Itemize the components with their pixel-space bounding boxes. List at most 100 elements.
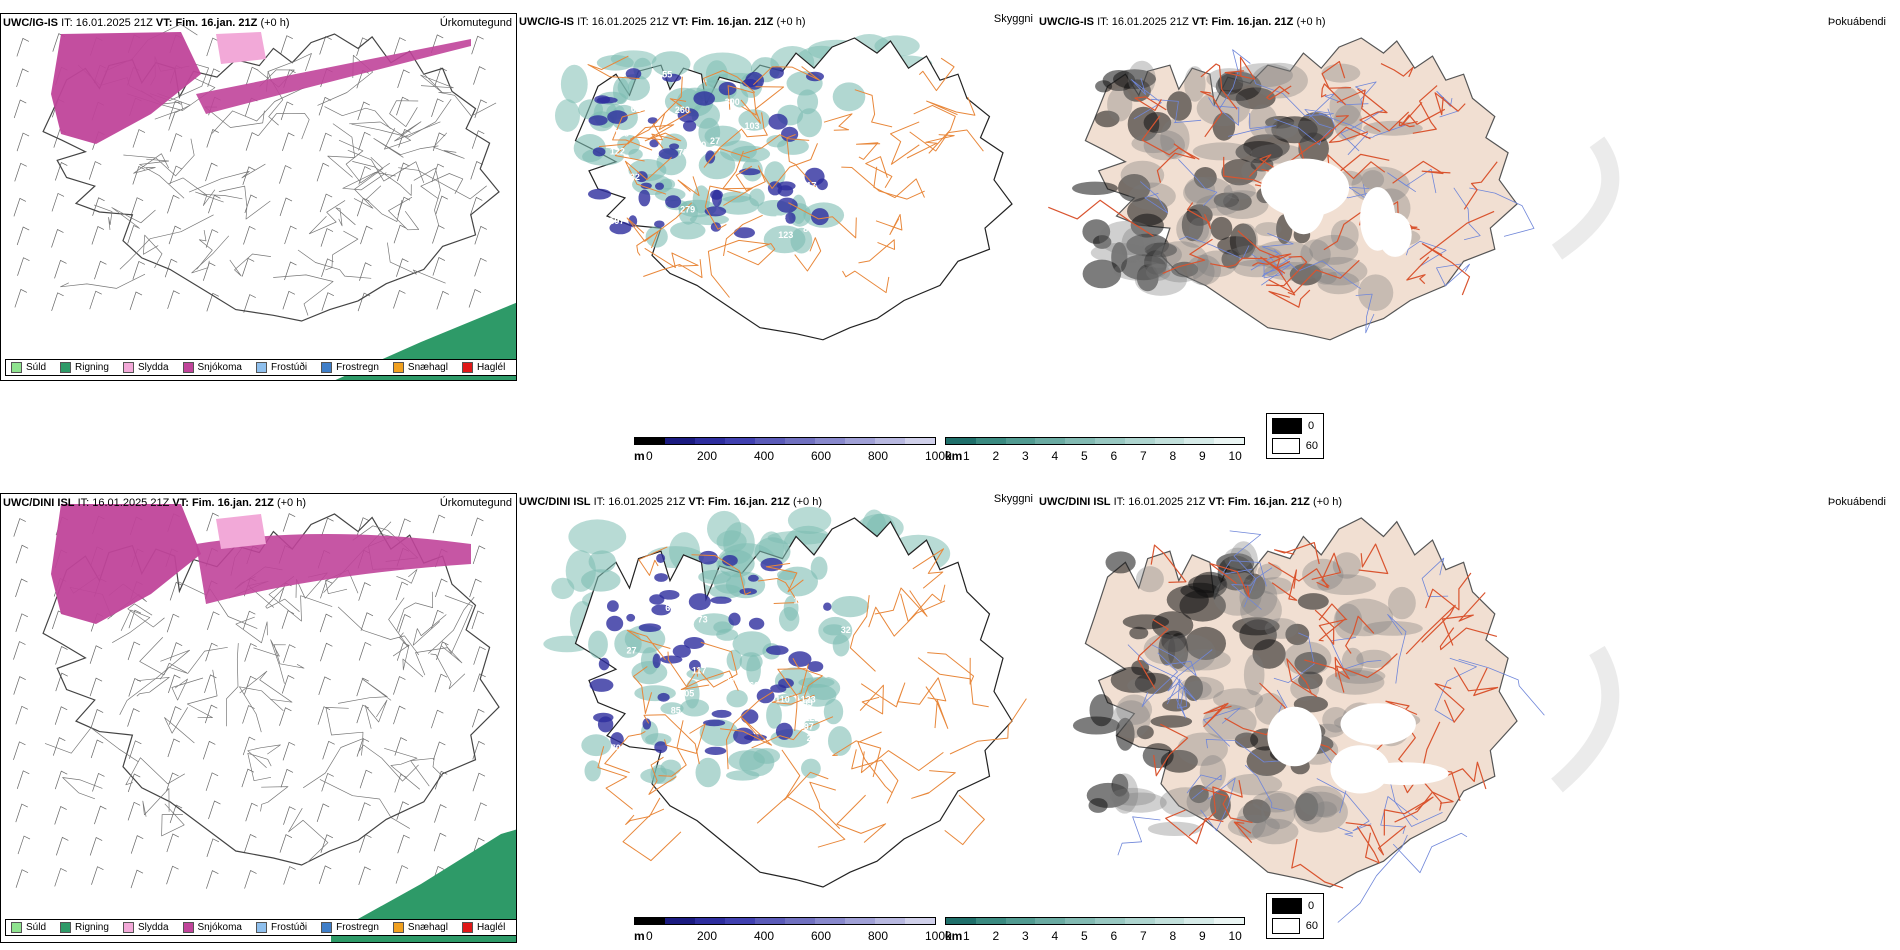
legend-item: Rigning xyxy=(60,362,109,373)
svg-text:85: 85 xyxy=(671,706,681,716)
road-network xyxy=(587,55,984,298)
svg-text:73: 73 xyxy=(776,214,786,224)
scale-swatch xyxy=(695,918,725,924)
svg-text:597: 597 xyxy=(609,216,624,226)
legend-swatch xyxy=(122,922,134,933)
legend-item: Frostregn xyxy=(321,362,379,373)
scale-tick: 3 xyxy=(1022,449,1029,463)
scale-unit: km xyxy=(945,929,963,943)
legend-item: Haglél xyxy=(461,922,505,933)
legend-item: Snæhagl xyxy=(392,922,448,933)
legend-item: Frostúði xyxy=(255,922,307,933)
scale-swatch xyxy=(785,918,815,924)
scale-tick: 800 xyxy=(868,929,889,943)
scale-swatch xyxy=(975,918,1006,924)
scale-tick: 400 xyxy=(754,449,775,463)
scale-tick: 1 xyxy=(963,449,970,463)
panel-header: UWC/DINI ISL IT: 16.01.2025 21Z VT: Fim.… xyxy=(519,496,822,508)
svg-text:27: 27 xyxy=(627,646,637,656)
scale-swatch xyxy=(665,438,695,444)
svg-text:70: 70 xyxy=(611,743,621,753)
fog-legend-value: 0 xyxy=(1308,420,1315,432)
svg-text:279: 279 xyxy=(680,204,695,214)
svg-text:260: 260 xyxy=(744,680,759,690)
iceland-map xyxy=(42,513,500,866)
legend-item: Súld xyxy=(11,922,46,933)
scale-unit: m xyxy=(634,929,645,943)
scale-tick: 1 xyxy=(963,929,970,943)
svg-text:110: 110 xyxy=(775,695,790,705)
vis-scale-m: m 0 200 400 600 800 1000 xyxy=(634,437,952,465)
scale-tick: 3 xyxy=(1022,929,1029,943)
svg-text:117: 117 xyxy=(692,666,707,676)
svg-text:597: 597 xyxy=(799,722,814,732)
svg-text:300: 300 xyxy=(824,670,839,680)
scale-swatch xyxy=(1154,438,1185,444)
scale-swatch xyxy=(1094,438,1125,444)
fog-legend: 0 60 xyxy=(1266,893,1324,939)
scale-swatch xyxy=(1065,918,1095,924)
svg-text:22: 22 xyxy=(807,733,817,743)
scale-swatch xyxy=(725,918,755,924)
scale-tick: 400 xyxy=(754,929,775,943)
fog-map-ig xyxy=(1048,37,1620,341)
scale-swatch xyxy=(1154,918,1185,924)
legend-swatch xyxy=(255,362,267,373)
map-panel-fog-dini: UWC/DINI ISL IT: 16.01.2025 21Z VT: Fim.… xyxy=(1037,493,1900,943)
legend-label: Haglél xyxy=(476,362,506,373)
legend-swatch xyxy=(392,362,404,373)
svg-text:122: 122 xyxy=(610,146,625,156)
scale-tick: 1000 xyxy=(925,929,952,943)
scale-tick: 1000 xyxy=(925,449,952,463)
fog-streak xyxy=(1551,645,1620,793)
scale-tick: 9 xyxy=(1199,929,1206,943)
svg-text:300: 300 xyxy=(725,97,740,107)
scale-tick: 4 xyxy=(1051,449,1059,463)
panel-title-right: Skyggni xyxy=(993,493,1033,505)
scale-swatch xyxy=(1005,438,1036,444)
legend-label: Slydda xyxy=(137,362,169,373)
legend-label: Frostúði xyxy=(270,362,308,373)
legend-label: Rigning xyxy=(75,362,109,373)
legend-label: Rigning xyxy=(75,922,109,933)
panel-header: UWC/IG-IS IT: 16.01.2025 21Z VT: Fim. 16… xyxy=(3,17,290,29)
map-panel-fog-ig: UWC/IG-IS IT: 16.01.2025 21Z VT: Fim. 16… xyxy=(1037,13,1900,381)
scale-swatch xyxy=(875,438,905,444)
legend-label: Súld xyxy=(26,362,47,373)
svg-text:73: 73 xyxy=(698,615,708,625)
fog-legend-swatch xyxy=(1272,918,1300,934)
vis-scale-m: m 0 200 400 600 800 1000 xyxy=(634,917,952,945)
fog-legend-swatch xyxy=(1272,438,1300,454)
panel-title-right: Þokuábendi xyxy=(1827,16,1886,28)
legend-swatch xyxy=(255,922,267,933)
fog-legend-swatch xyxy=(1272,898,1302,914)
scale-swatch xyxy=(905,918,935,924)
fog-legend-swatch xyxy=(1272,418,1302,434)
scale-tick: 8 xyxy=(1169,929,1177,943)
legend-item: Rigning xyxy=(60,922,109,933)
legend-label: Frostregn xyxy=(336,362,379,373)
scale-tick: 200 xyxy=(697,929,718,943)
scale-tick: 7 xyxy=(1140,929,1147,943)
scale-unit: km xyxy=(945,449,963,463)
legend-swatch xyxy=(321,922,333,933)
svg-text:55: 55 xyxy=(803,698,813,708)
legend-swatch xyxy=(60,922,72,933)
svg-text:123: 123 xyxy=(778,230,793,240)
legend-item: Frostregn xyxy=(321,922,379,933)
svg-text:123: 123 xyxy=(801,694,816,704)
legend-item: Haglél xyxy=(461,362,506,373)
svg-text:27: 27 xyxy=(710,136,720,146)
scale-tick: 7 xyxy=(1140,449,1147,463)
precip-legend: Súld Rigning Slydda Snjókoma Frostúði Frostre… xyxy=(5,919,516,936)
map-panel-vis-dini: 22 70 61 85 32 110 279 103 123 122 597 300 260 117 105… xyxy=(517,493,1037,943)
legend-swatch xyxy=(11,922,22,933)
scale-colorbar xyxy=(945,437,1245,445)
legend-label: Snjókoma xyxy=(197,922,242,933)
legend-swatch xyxy=(122,362,134,373)
legend-swatch xyxy=(461,362,473,373)
scale-colorbar xyxy=(945,917,1245,925)
field-patches xyxy=(1267,703,1449,794)
svg-text:260: 260 xyxy=(675,105,690,115)
